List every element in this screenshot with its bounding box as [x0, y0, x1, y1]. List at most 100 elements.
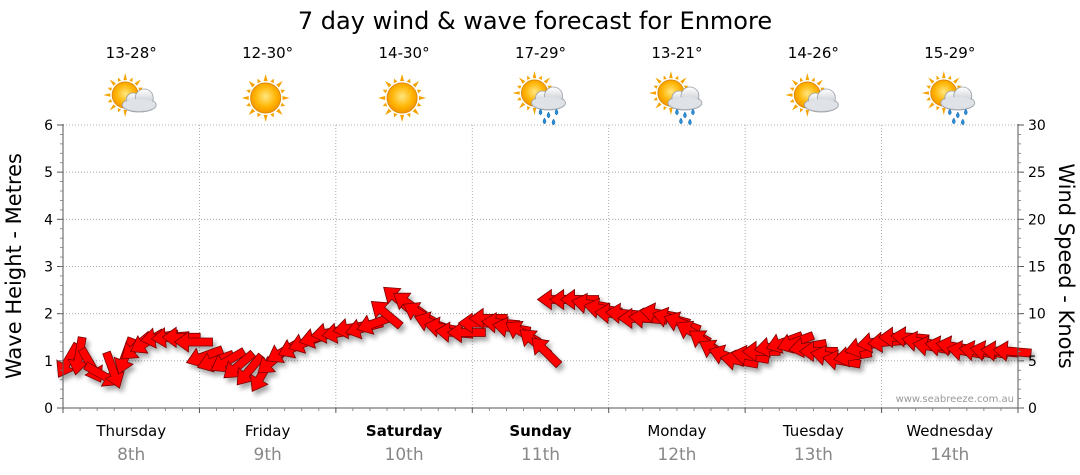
day-name-label: Saturday	[366, 422, 443, 440]
sun-ray	[412, 108, 420, 115]
sun-ray	[527, 75, 531, 80]
sun-ray	[280, 102, 286, 107]
sun-ray	[248, 108, 256, 115]
sun-ray	[109, 104, 116, 111]
sun-ray	[791, 104, 799, 111]
cloud-shape	[667, 86, 703, 111]
sun-ray	[527, 106, 531, 111]
left-tick-label: 2	[44, 307, 53, 323]
sun-ray	[276, 81, 283, 88]
daily-weather-header: 13-28° 12-30° 14-30° 17-29° 13-21° 14-26° 15-2…	[103, 44, 975, 126]
sun-ray	[382, 102, 388, 107]
sun-ray	[263, 114, 268, 122]
wind-arrow	[173, 331, 213, 353]
chart-title: 7 day wind & wave forecast for Enmore	[298, 7, 772, 35]
sun-ray	[518, 77, 526, 84]
sun-ray	[412, 81, 420, 88]
wind-arrow	[992, 340, 1032, 362]
wind-arrow	[370, 301, 404, 330]
sun-ray	[512, 91, 520, 95]
day-date-label: 11th	[521, 445, 560, 465]
sun-rays	[241, 74, 290, 122]
sun-ray	[663, 106, 667, 111]
left-tick-label: 6	[44, 118, 53, 134]
sun-ray	[516, 85, 522, 89]
sun-ray	[282, 95, 290, 101]
sun-ray	[416, 102, 422, 107]
sun-ray	[248, 81, 256, 88]
sun-ray	[418, 95, 427, 101]
sun-ray	[129, 77, 133, 82]
sun-ray	[648, 91, 657, 95]
temp-range-label: 13-21°	[651, 44, 702, 62]
sun-ray	[280, 89, 286, 94]
sun-ray	[107, 99, 113, 103]
sun-ray	[805, 73, 810, 81]
sun-ray	[791, 79, 799, 86]
sun-ray	[669, 107, 673, 115]
wind-arrow	[210, 347, 247, 373]
wind-arrow	[531, 337, 563, 369]
sun-ray	[246, 89, 251, 94]
right-tick-label: 0	[1028, 401, 1037, 417]
wind-arrow	[446, 321, 486, 344]
right-tick-label: 5	[1028, 354, 1037, 370]
sun-ray	[653, 97, 658, 101]
sun-ray	[785, 93, 793, 97]
right-tick-label: 15	[1028, 260, 1046, 276]
sun-ray	[107, 87, 113, 91]
right-tick-label: 30	[1028, 118, 1046, 134]
sun-ray	[789, 87, 795, 91]
wind-arrow-series	[56, 286, 1032, 393]
sun-ray	[400, 74, 405, 82]
sun-ray	[257, 112, 262, 118]
showers-icon	[648, 71, 703, 126]
left-axis-title: Wave Height - Metres	[2, 153, 26, 379]
sun-ray	[123, 73, 128, 81]
sun-ray	[947, 75, 952, 80]
sun-disc	[386, 82, 418, 114]
sun-ray	[941, 71, 946, 79]
sun-ray	[789, 99, 795, 103]
sun-ray	[134, 79, 141, 86]
left-tick-label: 1	[44, 354, 53, 370]
sun-ray	[117, 108, 122, 113]
sun-rays	[378, 74, 427, 122]
left-tick-label: 4	[44, 212, 53, 228]
day-date-label: 12th	[657, 445, 696, 465]
sun-ray	[518, 102, 526, 109]
sun-ray	[926, 85, 931, 89]
sun-ray	[241, 95, 249, 101]
left-tick-label: 5	[44, 165, 53, 181]
day-date-label: 13th	[794, 445, 833, 465]
sun-ray	[928, 77, 935, 84]
sun-ray	[270, 112, 274, 118]
day-name-label: Friday	[245, 422, 291, 440]
sun-ray	[257, 78, 262, 84]
sun-ray	[799, 77, 804, 82]
sun-ray	[385, 108, 392, 115]
sun-ray	[406, 78, 411, 84]
sun-ray	[653, 85, 658, 89]
temp-range-label: 12-30°	[242, 44, 293, 62]
sun-ray	[655, 102, 662, 109]
day-name-label: Thursday	[95, 422, 166, 440]
sun-ray	[936, 106, 940, 111]
wind-arrow	[67, 336, 89, 376]
left-tick-label: 3	[44, 260, 53, 276]
temp-range-label: 14-30°	[379, 44, 430, 62]
sun-ray	[103, 93, 111, 97]
sun-ray	[378, 95, 386, 101]
sun-ray	[532, 107, 537, 115]
credit-label: www.seabreeze.com.au	[896, 394, 1014, 405]
sun-ray	[382, 89, 388, 94]
sun-ray	[941, 107, 946, 115]
sun-ray	[669, 71, 673, 79]
sun-ray	[538, 75, 542, 80]
sun-ray	[416, 89, 422, 94]
right-tick-label: 10	[1028, 307, 1046, 323]
partly-cloudy-icon	[785, 73, 839, 117]
right-tick-label: 20	[1028, 212, 1046, 228]
day-name-label: Tuesday	[782, 422, 844, 440]
temp-range-label: 15-29°	[924, 44, 975, 62]
